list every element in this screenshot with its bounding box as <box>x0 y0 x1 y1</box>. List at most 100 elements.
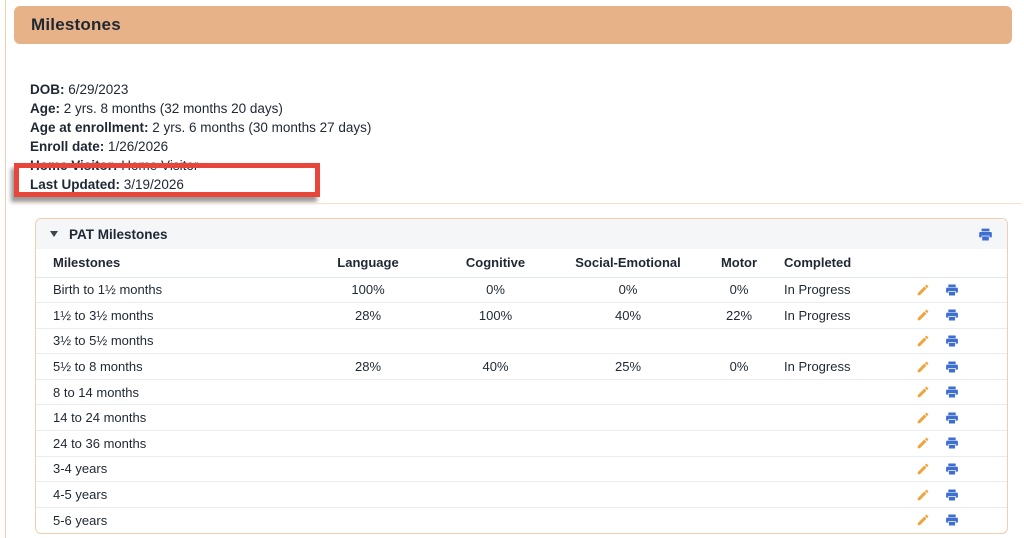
cell-cognitive <box>433 327 558 354</box>
cell-actions <box>910 353 1007 380</box>
info-dob-label: DOB: <box>30 82 65 97</box>
cell-milestone: 3-4 years <box>36 455 303 482</box>
cell-social-emotional <box>558 481 698 508</box>
cell-language <box>303 481 433 508</box>
print-icon <box>946 489 958 501</box>
cell-motor <box>698 378 780 405</box>
print-icon <box>946 386 958 398</box>
cell-language <box>303 404 433 431</box>
table-row: 3½ to 5½ months <box>36 327 1007 354</box>
cell-actions <box>910 404 1007 431</box>
cell-cognitive: 40% <box>433 353 558 380</box>
row-print-button[interactable] <box>945 488 959 502</box>
row-edit-button[interactable] <box>916 513 930 527</box>
row-print-button[interactable] <box>945 513 959 527</box>
cell-social-emotional <box>558 327 698 354</box>
edit-icon <box>917 515 929 526</box>
cell-language <box>303 455 433 482</box>
pat-milestones-panel: PAT Milestones Milestones Language Cogn <box>35 218 1008 534</box>
cell-actions <box>910 481 1007 508</box>
pat-milestones-panel-header: PAT Milestones <box>36 219 1007 249</box>
table-row: 8 to 14 months <box>36 378 1007 405</box>
row-print-button[interactable] <box>945 283 959 297</box>
print-icon <box>979 228 992 240</box>
cell-completed: In Progress <box>780 302 910 329</box>
cell-cognitive <box>433 455 558 482</box>
cell-milestone: 5½ to 8 months <box>36 353 303 380</box>
row-edit-button[interactable] <box>916 488 930 502</box>
row-print-button[interactable] <box>945 360 959 374</box>
row-print-button[interactable] <box>945 334 959 348</box>
cell-motor <box>698 455 780 482</box>
row-print-button[interactable] <box>945 385 959 399</box>
row-print-button[interactable] <box>945 436 959 450</box>
cell-cognitive <box>433 430 558 457</box>
milestones-table: Milestones Language Cognitive Social-Emo… <box>36 249 1007 533</box>
table-row: 1½ to 3½ months 28% 100% 40% 22% In Prog… <box>36 302 1007 329</box>
row-edit-button[interactable] <box>916 360 930 374</box>
row-print-button[interactable] <box>945 462 959 476</box>
col-header-social-emotional: Social-Emotional <box>558 249 698 278</box>
page-left-border <box>5 0 6 538</box>
print-icon <box>946 463 958 475</box>
col-header-cognitive: Cognitive <box>433 249 558 278</box>
row-edit-button[interactable] <box>916 385 930 399</box>
info-age-at-enrollment: Age at enrollment: 2 yrs. 6 months (30 m… <box>30 118 371 137</box>
table-row: 4-5 years <box>36 481 1007 508</box>
print-icon <box>946 514 958 526</box>
print-icon <box>946 284 958 296</box>
edit-icon <box>917 412 929 424</box>
col-header-language: Language <box>303 249 433 278</box>
print-icon <box>946 361 958 373</box>
cell-social-emotional <box>558 404 698 431</box>
info-home-visitor-value: Home Visitor <box>121 158 199 173</box>
row-edit-button[interactable] <box>916 436 930 450</box>
panel-title: PAT Milestones <box>69 226 168 242</box>
cell-actions <box>910 378 1007 405</box>
table-row: Birth to 1½ months 100% 0% 0% 0% In Prog… <box>36 277 1007 303</box>
row-edit-button[interactable] <box>916 334 930 348</box>
cell-milestone: 3½ to 5½ months <box>36 327 303 354</box>
cell-milestone: Birth to 1½ months <box>53 282 163 298</box>
table-row: 14 to 24 months <box>36 404 1007 431</box>
print-icon <box>946 335 958 347</box>
row-edit-button[interactable] <box>916 283 930 297</box>
table-row: 5-6 years <box>36 506 1007 533</box>
table-row: 24 to 36 months <box>36 430 1007 457</box>
cell-motor <box>698 404 780 431</box>
info-age-label: Age: <box>30 101 60 116</box>
row-edit-button[interactable] <box>916 462 930 476</box>
row-print-button[interactable] <box>945 411 959 425</box>
col-header-actions <box>910 249 1007 278</box>
cell-milestone: 1½ to 3½ months <box>36 302 303 329</box>
patient-info-block: DOB: 6/29/2023 Age: 2 yrs. 8 months (32 … <box>30 80 371 194</box>
col-header-milestones: Milestones <box>36 249 303 278</box>
cell-language <box>303 430 433 457</box>
cell-language: 100% <box>351 282 385 298</box>
table-row: 5½ to 8 months 28% 40% 25% 0% In Progres… <box>36 353 1007 380</box>
cell-social-emotional: 25% <box>558 353 698 380</box>
row-edit-button[interactable] <box>916 411 930 425</box>
edit-icon <box>917 310 929 321</box>
collapse-chevron-down-icon[interactable] <box>50 231 58 237</box>
cell-completed <box>780 378 910 405</box>
row-print-button[interactable] <box>945 308 959 322</box>
info-enroll-date-label: Enroll date: <box>30 139 105 154</box>
info-home-visitor-label: Home Visitor: <box>30 158 118 173</box>
cell-completed: In Progress <box>780 353 910 380</box>
cell-cognitive: 100% <box>433 302 558 329</box>
cell-language <box>303 378 433 405</box>
info-age: Age: 2 yrs. 8 months (32 months 20 days) <box>30 99 371 118</box>
cell-actions <box>910 302 1007 329</box>
table-row: 3-4 years <box>36 455 1007 482</box>
row-edit-button[interactable] <box>916 308 930 322</box>
panel-print-button[interactable] <box>978 227 993 242</box>
cell-completed <box>780 481 910 508</box>
info-enroll-date: Enroll date: 1/26/2026 <box>30 137 371 156</box>
cell-actions <box>910 277 1007 303</box>
cell-motor: 0% <box>729 282 749 298</box>
cell-milestone: 24 to 36 months <box>36 430 303 457</box>
page-title: Milestones <box>31 15 121 34</box>
info-last-updated-label: Last Updated: <box>30 177 121 192</box>
cell-cognitive: 0% <box>486 282 505 298</box>
